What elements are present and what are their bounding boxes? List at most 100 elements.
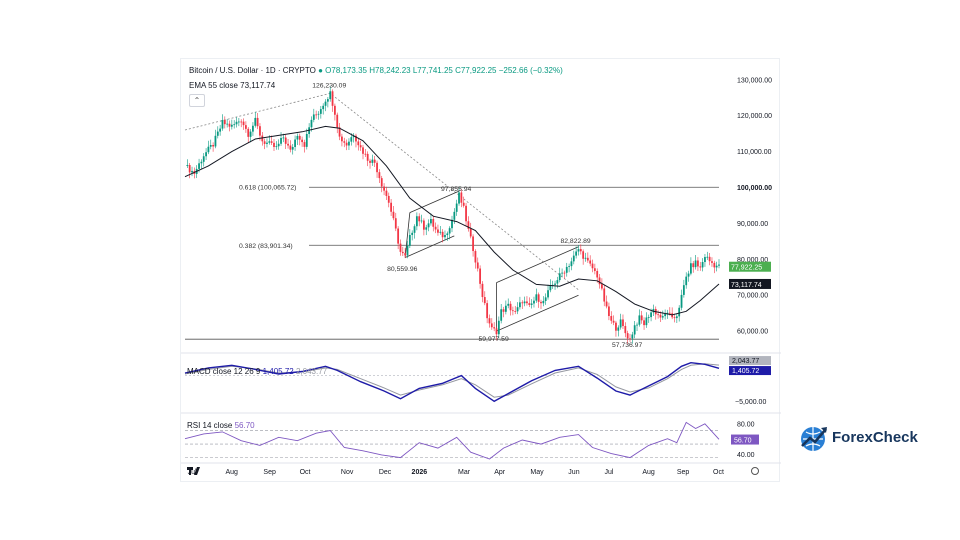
candle-body (209, 145, 212, 147)
low-value: L77,741.25 (412, 66, 453, 75)
candle-body (364, 153, 367, 155)
candle-body (366, 153, 369, 161)
candle-body (706, 256, 709, 258)
candle-body (277, 143, 280, 147)
candle-body (399, 243, 402, 252)
candle-body (228, 123, 231, 127)
rsi-legend[interactable]: RSI 14 close 56.70 (187, 421, 255, 430)
candle-body (268, 141, 271, 143)
candle-body (369, 160, 371, 163)
candle-body (549, 285, 552, 291)
candle-body (312, 114, 315, 120)
candle-body (317, 113, 320, 115)
candle-body (488, 318, 491, 324)
candle-body (572, 255, 575, 262)
collapse-legend-button[interactable]: ⌃ (189, 94, 205, 107)
candle-body (636, 324, 638, 326)
candle-body (579, 249, 582, 252)
candle-body (434, 226, 437, 230)
status-dot: ● (318, 66, 323, 75)
price-tick-label: 60,000.00 (737, 329, 768, 336)
time-tick-label: Sep (263, 469, 276, 476)
candle-body (287, 143, 289, 146)
candle-body (711, 261, 713, 263)
candle-body (500, 309, 503, 321)
candle-body (622, 319, 624, 327)
candle-body (200, 161, 203, 164)
candle-body (387, 195, 390, 203)
candle-body (273, 142, 275, 147)
candle-body (701, 262, 704, 268)
candle-body (406, 245, 409, 256)
time-tick-label: Mar (458, 469, 471, 476)
candle-body (385, 190, 388, 196)
macd-line (184, 361, 720, 403)
time-tick-label: Apr (494, 469, 506, 476)
candle-body (401, 251, 404, 254)
candle-body (481, 283, 484, 298)
ohlc-header: Bitcoin / U.S. Dollar · 1D · CRYPTO ● O7… (189, 66, 563, 75)
candle-body (329, 91, 332, 100)
candle-body (486, 303, 489, 319)
candle-body (394, 218, 397, 229)
candle-body (331, 91, 334, 106)
symbol-title[interactable]: Bitcoin / U.S. Dollar · 1D · CRYPTO (189, 66, 316, 75)
candle-body (275, 146, 278, 148)
candle-body (315, 114, 318, 116)
candle-body (591, 263, 594, 269)
candle-body (305, 133, 308, 147)
candle-body (624, 326, 627, 334)
candle-body (528, 303, 531, 305)
candle-body (692, 263, 695, 268)
macd-label: MACD close 12 26 9 (187, 367, 261, 376)
ema-line (184, 125, 720, 316)
candle-body (593, 268, 596, 271)
candle-body (256, 117, 259, 127)
candle-body (584, 257, 587, 259)
ema-legend[interactable]: EMA 55 close 73,117.74 (189, 81, 275, 90)
candle-body (390, 202, 393, 212)
macd-legend[interactable]: MACD close 12 26 9 1,405.72 2,043.77 (187, 367, 327, 376)
candle-body (432, 219, 435, 227)
time-tick-label: Jul (188, 469, 197, 476)
candle-body (380, 178, 383, 187)
candle-body (296, 135, 299, 140)
candle-body (441, 231, 444, 238)
candle-body (451, 219, 453, 229)
candle-body (542, 300, 545, 304)
chevron-up-icon: ⌃ (193, 96, 201, 105)
candle-body (324, 101, 327, 106)
candle-body (708, 256, 711, 262)
candle-body (521, 302, 524, 304)
time-tick-label: May (530, 469, 544, 476)
candle-body (425, 227, 428, 230)
time-tick-label: Dec (379, 469, 392, 476)
candle-body (249, 131, 252, 137)
candle-body (713, 262, 716, 268)
candle-body (411, 232, 414, 235)
candle-body (645, 317, 648, 326)
candle-body (270, 141, 273, 143)
candle-body (664, 313, 667, 317)
candle-body (495, 328, 498, 335)
price-annotation: 82,822.89 (560, 238, 590, 245)
candle-body (511, 310, 514, 312)
candle-body (226, 123, 229, 125)
time-tick-label: Aug (642, 469, 655, 476)
candle-body (582, 251, 585, 259)
candle-body (348, 141, 350, 146)
candle-body (235, 121, 238, 125)
candle-body (472, 236, 474, 252)
time-tick-label: Oct (300, 469, 311, 476)
candle-body (439, 231, 442, 233)
rsi-tag-value: 56.70 (734, 438, 752, 445)
candle-body (446, 233, 449, 236)
candle-body (535, 294, 538, 301)
candle-body (680, 294, 683, 308)
candle-body (341, 136, 343, 142)
candle-body (556, 280, 559, 284)
candle-body (699, 266, 702, 268)
candle-body (205, 152, 207, 157)
candle-body (462, 202, 465, 206)
candle-body (558, 273, 561, 281)
